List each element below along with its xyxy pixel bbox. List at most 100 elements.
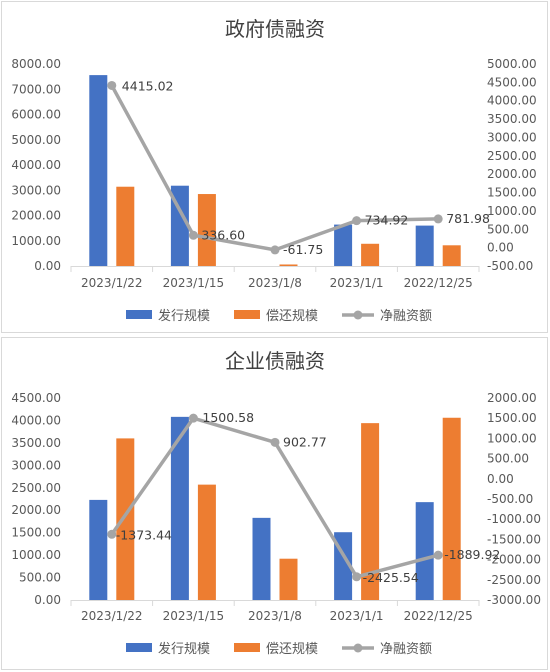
y-left-tick-label: 2500.00 — [11, 481, 61, 495]
y-left-tick-label: 4000.00 — [11, 413, 61, 427]
net-financing-data-label: 902.77 — [283, 434, 327, 449]
bar-repayment — [361, 423, 380, 600]
y-right-tick-label: 3500.00 — [487, 112, 537, 126]
y-left-tick-label: 2000.00 — [11, 503, 61, 517]
bar-repayment — [197, 484, 216, 600]
legend-label: 发行规模 — [158, 308, 210, 324]
y-right-tick-label: -2500.00 — [487, 573, 541, 587]
bar-issuance — [334, 224, 353, 266]
bar-issuance — [415, 502, 434, 600]
net-financing-point — [270, 437, 280, 447]
bar-repayment — [442, 417, 461, 600]
y-left-tick-label: 3500.00 — [11, 436, 61, 450]
y-right-tick-label: 1000.00 — [487, 204, 537, 218]
x-tick-label: 2022/12/25 — [404, 276, 473, 290]
legend-swatch — [234, 643, 260, 652]
net-financing-point — [433, 214, 443, 224]
y-left-tick-label: 0.00 — [34, 259, 61, 273]
chart-title: 企业债融资 — [225, 349, 325, 373]
net-financing-data-label: 781.98 — [446, 211, 490, 226]
y-right-tick-label: 500.00 — [487, 452, 529, 466]
legend-swatch — [126, 310, 152, 319]
bar-repayment — [279, 558, 298, 600]
legend-label: 偿还规模 — [266, 642, 318, 657]
y-right-tick-label: 0.00 — [487, 241, 514, 255]
y-left-tick-label: 1000.00 — [11, 234, 61, 248]
net-financing-point — [107, 529, 117, 539]
government-bond-chart-panel: 政府债融资 0.00 1000.00 2000.00 3000.00 4000.00 500… — [1, 1, 548, 333]
y-left-tick-label: 8000.00 — [11, 57, 61, 71]
government-bond-chart: 政府债融资 0.00 1000.00 2000.00 3000.00 4000.00 500… — [11, 17, 537, 324]
bar-issuance — [89, 75, 108, 266]
y-left-tick-label: 7000.00 — [11, 82, 61, 96]
legend: 发行规模 偿还规模 净融资额 — [126, 641, 432, 657]
y-left-tick-label: 5000.00 — [11, 133, 61, 147]
y-left-tick-label: 3000.00 — [11, 458, 61, 472]
x-tick-label: 2023/1/1 — [330, 276, 384, 290]
net-financing-point — [433, 550, 443, 560]
y-right-tick-label: 500.00 — [487, 222, 529, 236]
net-financing-data-label: 4415.02 — [122, 78, 174, 93]
legend-swatch-marker — [353, 643, 363, 653]
y-right-tick-label: 3000.00 — [487, 130, 537, 144]
y-right-tick-label: 2000.00 — [487, 391, 537, 405]
y-right-tick-label: -500.00 — [487, 492, 533, 506]
net-financing-data-label: -1889.92 — [444, 547, 500, 562]
y-left-tick-label: 6000.00 — [11, 108, 61, 122]
net-financing-data-label: -1373.44 — [116, 527, 172, 542]
net-financing-data-label: 336.60 — [201, 227, 245, 242]
y-right-tick-label: -1000.00 — [487, 512, 541, 526]
legend: 发行规模 偿还规模 净融资额 — [126, 308, 432, 324]
legend-swatch — [234, 310, 260, 319]
bar-issuance — [89, 499, 108, 600]
net-financing-point — [270, 245, 280, 255]
x-tick-label: 2023/1/15 — [163, 609, 225, 623]
x-tick-label: 2023/1/8 — [248, 276, 302, 290]
y-right-tick-label: 1500.00 — [487, 411, 537, 425]
x-tick-label: 2023/1/22 — [81, 276, 143, 290]
y-right-tick-label: 1500.00 — [487, 186, 537, 200]
net-financing-point — [352, 216, 362, 226]
legend-swatch — [126, 643, 152, 652]
chart-title: 政府债融资 — [225, 17, 325, 41]
bar-issuance — [252, 517, 271, 600]
y-left-tick-label: 4000.00 — [11, 158, 61, 172]
y-right-tick-label: -500.00 — [487, 259, 533, 273]
x-tick-label: 2023/1/22 — [81, 609, 143, 623]
bar-repayment — [361, 243, 380, 266]
net-financing-data-label: 1500.58 — [202, 410, 254, 425]
net-financing-point — [188, 230, 198, 240]
y-left-tick-label: 1500.00 — [11, 526, 61, 540]
y-left-tick-label: 1000.00 — [11, 548, 61, 562]
x-tick-label: 2022/12/25 — [404, 609, 473, 623]
net-financing-point — [352, 572, 362, 582]
y-right-tick-label: 1000.00 — [487, 431, 537, 445]
x-tick-label: 2023/1/8 — [248, 609, 302, 623]
y-left-tick-label: 500.00 — [19, 571, 61, 585]
bar-repayment — [116, 186, 135, 266]
corporate-bond-chart: 企业债融资 0.00 500.00 1000.00 1500.00 2000.00 2500… — [11, 349, 541, 657]
legend-swatch-marker — [353, 310, 363, 320]
legend-label: 净融资额 — [380, 642, 432, 657]
net-financing-data-label: 734.92 — [365, 213, 409, 228]
legend-label: 净融资额 — [380, 309, 432, 324]
corporate-bond-chart-panel: 企业债融资 0.00 500.00 1000.00 1500.00 2000.00 2500… — [1, 337, 548, 670]
y-right-tick-label: -2000.00 — [487, 553, 541, 567]
legend-label: 发行规模 — [158, 641, 210, 657]
bar-issuance — [415, 225, 434, 266]
bar-issuance — [170, 416, 189, 600]
x-tick-label: 2023/1/15 — [163, 276, 225, 290]
x-tick-label: 2023/1/1 — [330, 609, 384, 623]
y-right-tick-label: 2500.00 — [487, 149, 537, 163]
y-right-tick-label: 4000.00 — [487, 94, 537, 108]
y-right-tick-label: 4500.00 — [487, 75, 537, 89]
bar-repayment — [197, 194, 216, 266]
net-financing-data-label: -2425.54 — [363, 570, 419, 585]
y-right-tick-label: 0.00 — [487, 472, 514, 486]
y-right-tick-label: -1500.00 — [487, 532, 541, 546]
legend-label: 偿还规模 — [266, 309, 318, 324]
y-left-tick-label: 0.00 — [34, 593, 61, 607]
bar-repayment — [279, 264, 298, 266]
net-financing-point — [107, 80, 117, 90]
y-right-tick-label: 2000.00 — [487, 167, 537, 181]
